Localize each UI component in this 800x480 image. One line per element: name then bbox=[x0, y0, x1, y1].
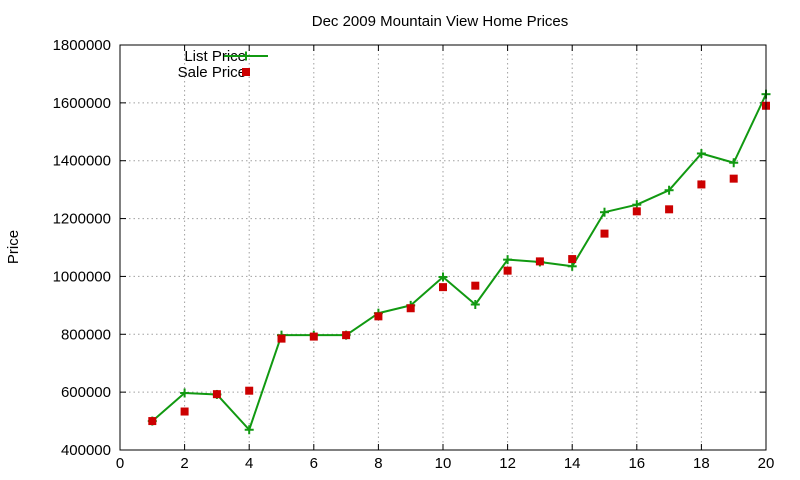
sale-price-point bbox=[665, 205, 674, 214]
legend-square-swatch bbox=[242, 68, 250, 76]
list-price-point bbox=[729, 158, 739, 168]
sale-price-point bbox=[568, 255, 577, 264]
x-tick-label: 4 bbox=[245, 455, 253, 472]
list-price-point bbox=[600, 207, 609, 217]
x-tick-label: 16 bbox=[628, 455, 645, 472]
legend-label: Sale Price bbox=[178, 64, 246, 81]
y-tick-label: 600000 bbox=[61, 384, 111, 401]
list-price-point bbox=[470, 299, 480, 309]
list-price-point bbox=[180, 388, 190, 398]
x-tick-label: 8 bbox=[374, 455, 382, 472]
y-tick-label: 400000 bbox=[61, 442, 111, 459]
plot-frame bbox=[119, 44, 767, 451]
chart-title: Dec 2009 Mountain View Home Prices bbox=[312, 13, 569, 30]
sale-price-point bbox=[245, 386, 254, 395]
list-price-point bbox=[696, 148, 706, 158]
x-tick-label: 10 bbox=[435, 455, 452, 472]
y-axis-label: Price bbox=[5, 230, 22, 264]
series-sale-price bbox=[148, 101, 770, 426]
x-tick-label: 18 bbox=[693, 455, 710, 472]
legend-cross-swatch bbox=[241, 51, 251, 61]
list-price-point bbox=[664, 185, 674, 195]
list-price-point bbox=[438, 272, 448, 282]
y-tick-label: 1400000 bbox=[53, 153, 111, 170]
sale-price-point bbox=[697, 180, 706, 189]
sale-price-point bbox=[535, 257, 544, 266]
axis-ticks: 0 2 4 6 8 10 12 14 16 18 20 400000 600000 800000 10000… bbox=[53, 37, 775, 472]
sale-price-point bbox=[439, 283, 447, 292]
sale-price-point bbox=[374, 312, 383, 321]
list-price-point bbox=[244, 425, 254, 435]
x-tick-label: 0 bbox=[116, 455, 124, 472]
sale-price-point bbox=[503, 266, 512, 275]
series-list-price bbox=[147, 89, 771, 435]
y-tick-label: 1800000 bbox=[53, 37, 111, 54]
sale-price-point bbox=[632, 207, 641, 216]
sale-price-point bbox=[309, 332, 318, 341]
sale-price-point bbox=[406, 304, 415, 313]
sale-price-point bbox=[729, 174, 738, 183]
y-tick-label: 1600000 bbox=[53, 95, 111, 112]
y-tick-label: 1000000 bbox=[53, 268, 111, 285]
list-price-line bbox=[151, 93, 767, 431]
sale-price-point bbox=[180, 407, 189, 416]
sale-price-point bbox=[212, 390, 221, 399]
x-tick-label: 12 bbox=[499, 455, 516, 472]
legend-label: List Price bbox=[184, 48, 246, 65]
sale-price-point bbox=[342, 331, 351, 340]
x-tick-label: 6 bbox=[310, 455, 318, 472]
y-tick-label: 800000 bbox=[61, 326, 111, 343]
data-series bbox=[147, 89, 771, 435]
x-tick-label: 20 bbox=[758, 455, 775, 472]
x-tick-label: 2 bbox=[180, 455, 188, 472]
list-price-point bbox=[567, 261, 577, 271]
x-tick-label: 14 bbox=[564, 455, 581, 472]
sale-price-point bbox=[471, 281, 480, 290]
grid bbox=[120, 45, 766, 450]
list-price-point bbox=[503, 255, 513, 265]
y-tick-label: 1200000 bbox=[53, 211, 111, 228]
sale-price-point bbox=[277, 334, 286, 343]
sale-price-point bbox=[148, 417, 157, 426]
sale-price-point bbox=[600, 229, 609, 238]
